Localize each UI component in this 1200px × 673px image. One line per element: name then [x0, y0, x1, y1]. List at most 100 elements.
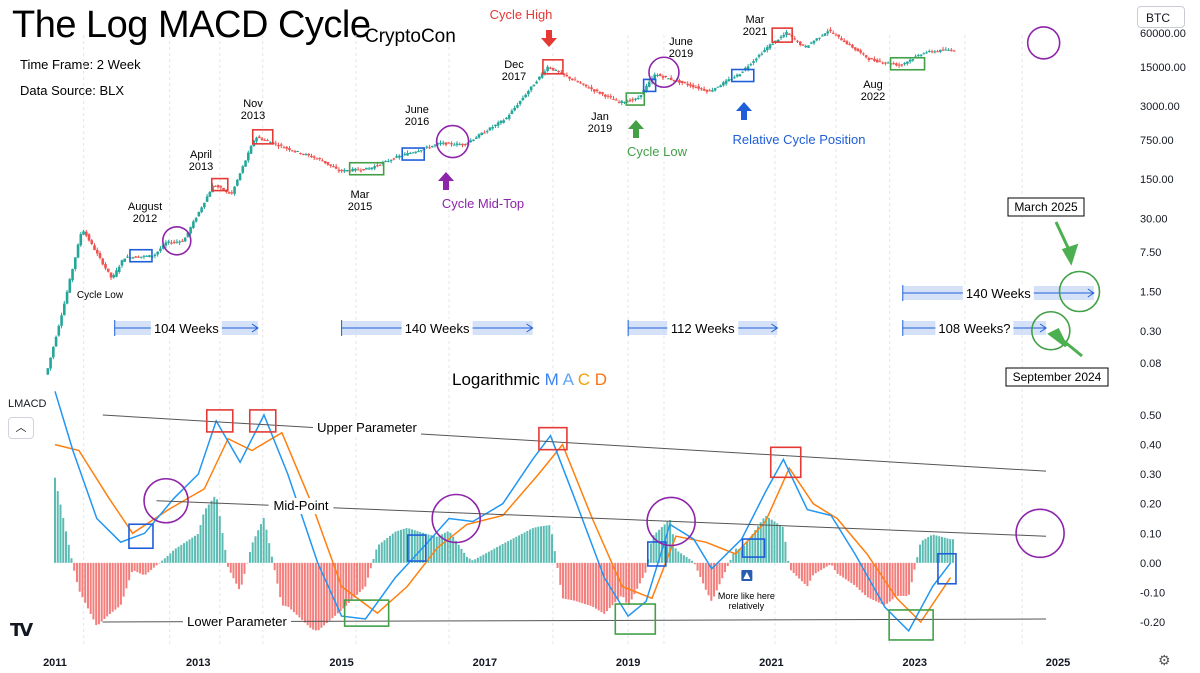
- price-candle: [590, 87, 593, 90]
- price-candle: [911, 59, 915, 61]
- macd-histogram-bar: [279, 562, 282, 598]
- macd-histogram-bar: [578, 562, 581, 603]
- price-candle: [367, 168, 371, 170]
- macd-histogram-bar: [430, 535, 433, 563]
- macd-histogram-bar: [644, 562, 647, 573]
- price-candle: [120, 260, 124, 266]
- price-candle: [192, 221, 195, 228]
- price-candle: [359, 170, 363, 172]
- macd-histogram-bar: [897, 562, 900, 596]
- macd-histogram-bar: [638, 562, 641, 584]
- macd-histogram-bar: [633, 562, 636, 595]
- macd-histogram-bar: [400, 529, 403, 563]
- price-candle: [84, 231, 88, 236]
- price-candle: [807, 45, 810, 48]
- macd-histogram-bar: [73, 562, 76, 571]
- macd-histogram-bar: [309, 562, 312, 628]
- price-candle: [387, 161, 390, 163]
- macd-histogram-bar: [710, 562, 713, 601]
- price-candle: [93, 245, 96, 250]
- price-candle: [345, 170, 349, 172]
- macd-histogram-bar: [600, 562, 603, 613]
- macd-histogram-bar: [811, 562, 814, 576]
- macd-histogram-bar: [770, 519, 773, 563]
- price-candle: [161, 244, 165, 249]
- price-candle: [527, 91, 530, 95]
- macd-histogram-bar: [427, 534, 430, 563]
- macd-histogram-bar: [583, 562, 586, 605]
- price-candle: [109, 272, 113, 278]
- price-candle: [447, 142, 451, 144]
- price-candle: [117, 266, 121, 272]
- macd-histogram-bar: [240, 562, 243, 585]
- price-candle: [430, 145, 434, 148]
- price-candle: [944, 49, 948, 51]
- cycle-low-box: [343, 599, 390, 627]
- macd-histogram-bar: [378, 544, 381, 563]
- macd-histogram-bar: [699, 562, 702, 578]
- price-candle: [593, 89, 596, 92]
- price-candle: [274, 143, 278, 145]
- price-candle: [658, 74, 662, 77]
- macd-histogram-bar: [312, 562, 315, 630]
- price-candle: [494, 124, 497, 127]
- price-candle: [595, 89, 599, 92]
- macd-histogram-bar: [534, 527, 537, 563]
- macd-histogram-bar: [229, 562, 232, 573]
- arrow-up-icon: [1047, 327, 1083, 358]
- price-candle: [922, 53, 926, 55]
- price-candle: [450, 143, 453, 145]
- projected-cycle-circle: [1058, 270, 1101, 313]
- price-candle: [661, 76, 665, 78]
- macd-histogram-bar: [501, 544, 504, 563]
- reference-label: Mid-Point: [274, 498, 329, 513]
- macd-histogram-bar: [894, 562, 897, 598]
- macd-histogram-bar: [100, 562, 103, 622]
- macd-histogram-bar: [940, 536, 943, 563]
- macd-histogram-bar: [784, 541, 787, 563]
- macd-histogram-bar: [691, 560, 694, 563]
- price-candle: [365, 167, 368, 170]
- gear-icon[interactable]: ⚙: [1158, 652, 1171, 668]
- macd-histogram-bar: [443, 532, 446, 563]
- cycle-low-box: [889, 56, 926, 71]
- price-candle: [73, 257, 77, 269]
- macd-histogram-bar: [652, 535, 655, 563]
- date-label: 2019: [588, 123, 612, 135]
- macd-histogram-bar: [78, 562, 81, 592]
- macd-histogram-bar: [213, 496, 216, 563]
- date-label: 2016: [405, 116, 429, 128]
- price-candle: [266, 140, 269, 142]
- price-candle: [516, 105, 519, 108]
- chevron-up-icon[interactable]: ︿: [8, 417, 34, 439]
- price-candle: [812, 40, 816, 44]
- macd-histogram-bar: [526, 530, 529, 563]
- price-candle: [840, 38, 843, 41]
- macd-histogram-bar: [935, 535, 938, 563]
- macd-histogram-bar: [144, 562, 147, 575]
- indicator-title-letter: A: [563, 370, 578, 389]
- cycle-range-arrow: [526, 323, 534, 333]
- price-candle: [837, 34, 841, 37]
- price-candle: [919, 54, 923, 56]
- relative-position-box: [730, 68, 755, 83]
- symbol-selector[interactable]: BTC: [1137, 6, 1185, 28]
- macd-histogram-bar: [902, 562, 905, 596]
- price-axis-tick: 0.30: [1140, 326, 1161, 338]
- price-candle: [148, 255, 151, 258]
- price-candle: [441, 142, 445, 144]
- price-candle: [409, 152, 412, 154]
- price-candle: [691, 84, 695, 88]
- macd-histogram-bar: [54, 477, 56, 563]
- price-candle: [628, 100, 632, 102]
- macd-histogram-bar: [397, 530, 400, 563]
- price-candle: [617, 101, 621, 103]
- price-candle: [930, 51, 934, 53]
- macd-histogram-bar: [702, 562, 705, 584]
- price-candle: [417, 151, 420, 153]
- macd-histogram-bar: [767, 517, 770, 563]
- price-candle: [488, 127, 492, 131]
- macd-histogram-bar: [490, 550, 493, 563]
- price-candle: [403, 153, 407, 155]
